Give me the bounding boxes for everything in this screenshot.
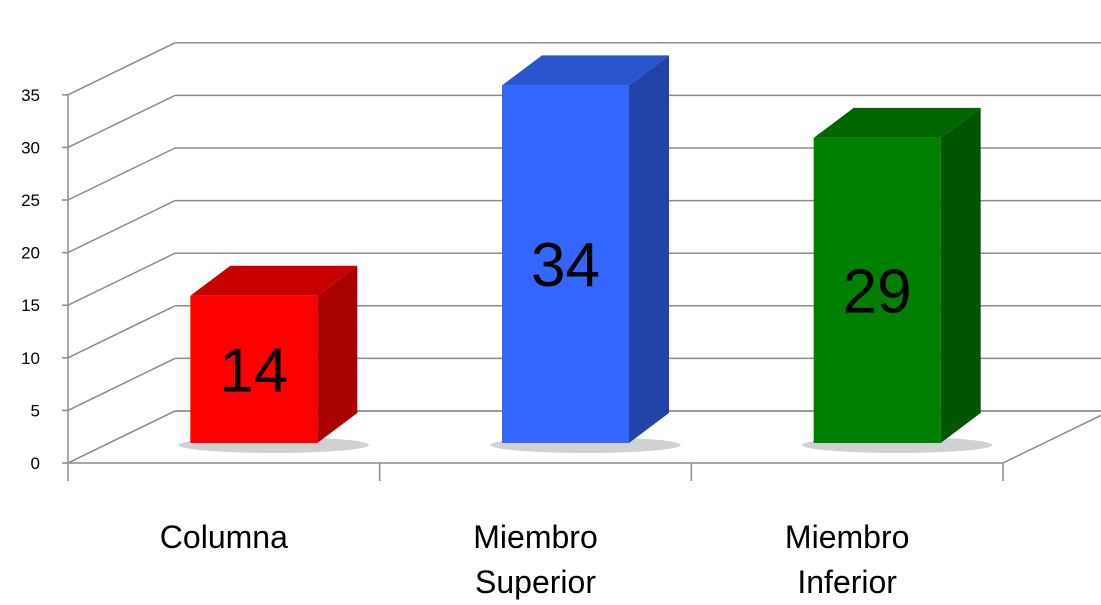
gridline-diagonal — [67, 357, 176, 412]
bar-front — [502, 85, 629, 443]
x-tick-label-line: Superior — [475, 564, 596, 600]
bar-side — [940, 107, 981, 444]
y-tick-label: 10 — [21, 349, 40, 368]
gridline-diagonal — [67, 199, 176, 254]
bar-top — [502, 55, 669, 86]
bar-side — [629, 55, 669, 443]
y-tick-label: 0 — [31, 454, 40, 473]
y-tick-label: 30 — [21, 138, 40, 157]
bar-top — [813, 107, 981, 138]
gridline-diagonal — [67, 252, 176, 306]
x-tick-label-line: Columna — [160, 519, 288, 555]
data-label: 34 — [531, 231, 600, 300]
data-label: 14 — [219, 336, 288, 405]
x-tick-label-line: Miembro — [473, 519, 597, 555]
y-tick-label: 20 — [21, 244, 40, 263]
gridline-diagonal — [67, 305, 176, 359]
axes — [62, 94, 1101, 481]
bar-side — [317, 265, 358, 443]
bar-top — [190, 265, 358, 296]
y-tick-label: 35 — [21, 86, 40, 105]
gridline-diagonal — [67, 147, 176, 201]
gridline-diagonal — [67, 42, 176, 96]
labels: 0 5 10 15 20 25 30 35 14 Columna 34 Miembro Superior… — [21, 86, 912, 600]
y-tick-label: 5 — [31, 401, 40, 420]
bar-front — [190, 295, 318, 443]
bar-2 — [490, 55, 681, 453]
x-tick-label: Miembro Inferior — [785, 519, 909, 600]
bar-1 — [178, 265, 370, 453]
gridline-diagonal — [67, 94, 176, 149]
bars — [178, 55, 993, 453]
bar-3 — [801, 107, 993, 453]
x-tick-label: Columna — [160, 519, 288, 555]
bar-front — [813, 137, 941, 444]
data-label: 29 — [843, 257, 912, 326]
x-tick-label-line: Miembro — [785, 519, 909, 555]
y-tick-label: 25 — [21, 191, 40, 210]
x-tick-label: Miembro Superior — [473, 519, 597, 600]
y-tick-label: 15 — [21, 296, 40, 315]
x-tick-label-line: Inferior — [797, 564, 897, 600]
